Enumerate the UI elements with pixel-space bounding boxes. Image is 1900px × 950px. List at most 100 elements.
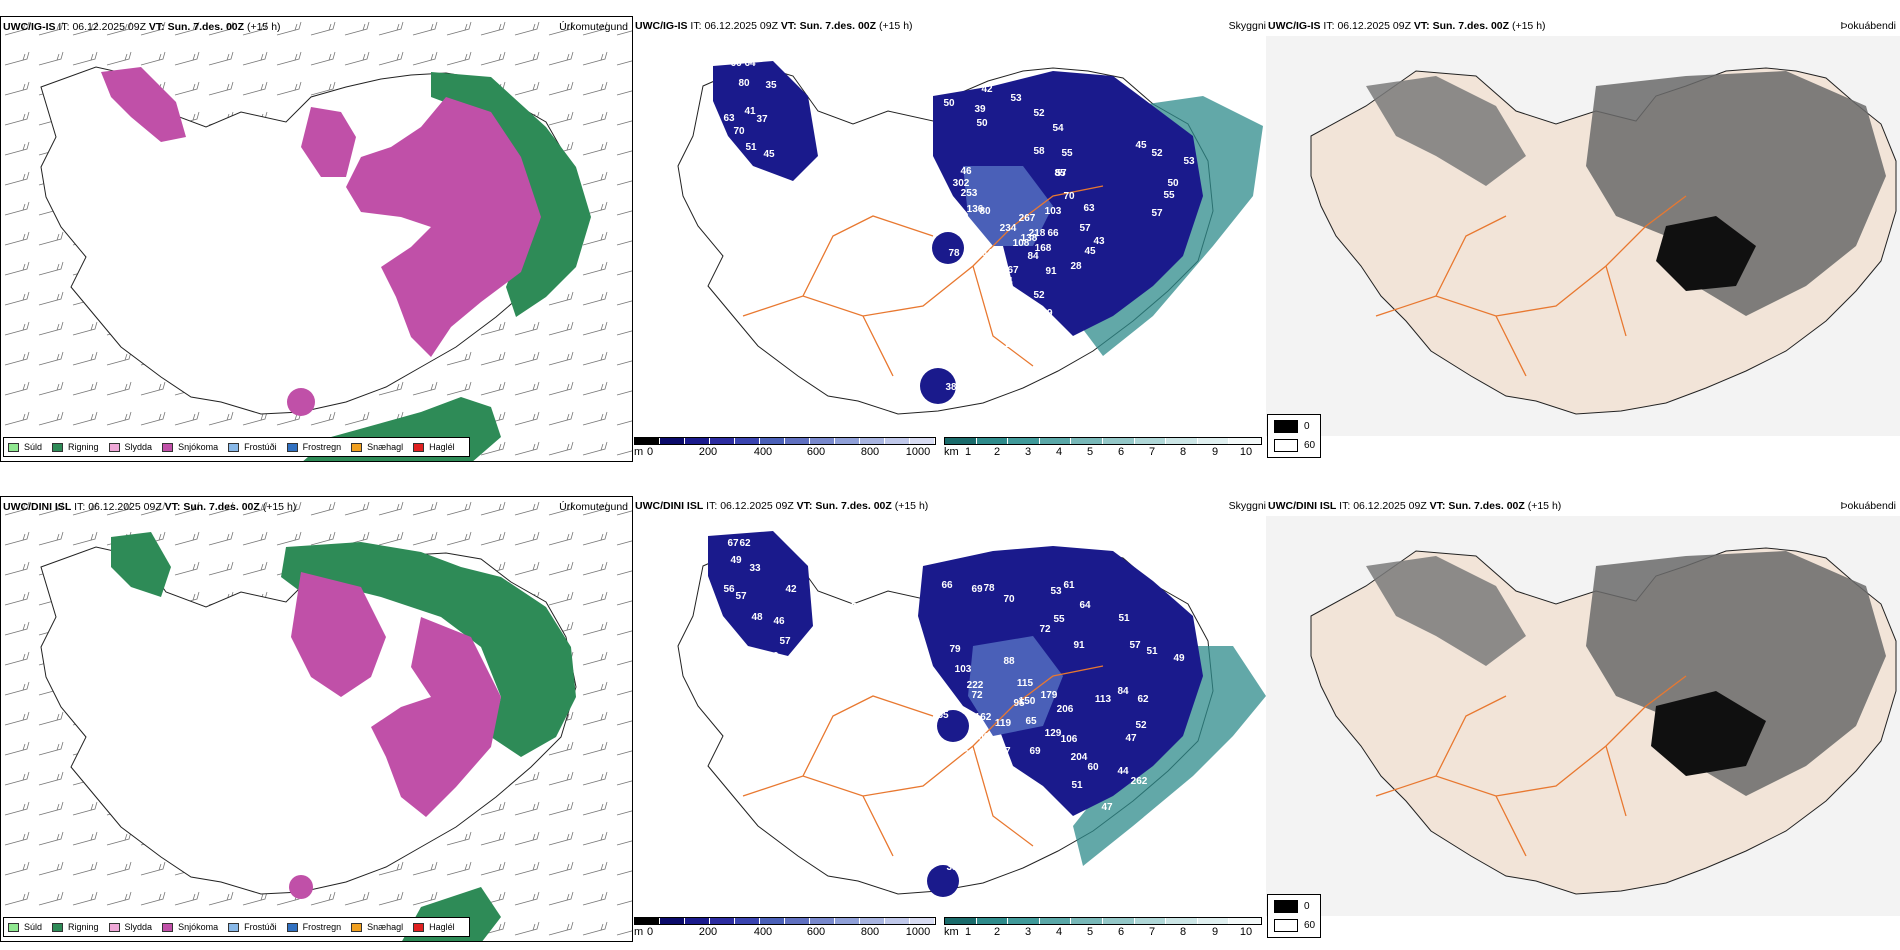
panel-header: UWC/IG-IS IT: 06.12.2025 09Z VT: Sun. 7.… [3,21,281,33]
fog-legend-row1: 0 60 [1267,414,1321,458]
snow-area-north [301,107,356,177]
fog-swatch-dense [1274,900,1298,913]
tick-label: 1000 [905,926,931,938]
it-value: 06.12.2025 09Z [72,21,146,33]
panel-header: UWC/IG-IS IT: 06.12.2025 09Z VT: Sun. 7.… [1268,20,1546,32]
cloud-base-label: 64 [981,248,993,259]
tick-label: 0 [646,926,654,938]
vt-label: VT: [148,21,165,33]
cloud-base-label: 103 [1045,206,1062,217]
cloud-base-label: 69 [1029,746,1041,757]
tick-label: 5 [1086,926,1094,938]
colorbar-ticks: km 1 2 3 4 5 6 7 8 9 10 [944,445,1262,458]
tick-label: 2 [993,446,1001,458]
cloud-base-label: 91 [1073,640,1085,651]
it-label: IT: [58,21,70,33]
tick-label: 4 [1055,446,1063,458]
cloud-base-label: 52 [1033,108,1045,119]
legend-item-snow-pellets: Snæhagl [351,442,403,452]
tick-label: 4 [1055,926,1063,938]
tick-label: 10 [1239,926,1253,938]
colorbar-bins [634,917,936,925]
it-label: IT: [1339,500,1351,512]
cloud-base-panel-row2: 67 62 49 33 42 56 57 48 46 57 60 95 66 69 78 70 53 61 64 55… [633,496,1266,942]
cloud-base-label: 57 [1079,223,1091,234]
rain-area-northwest [111,532,171,597]
cloud-base-area-mid [963,166,1053,246]
tick-label: 8 [1179,446,1187,458]
panel-header: UWC/DINI ISL IT: 06.12.2025 09Z VT: Sun.… [3,501,296,513]
cloud-base-label: 65 [1025,716,1037,727]
fog-field-west [1366,76,1526,186]
tick-label: 200 [698,926,718,938]
tick-label: 400 [753,446,773,458]
colorbar-unit: m [634,926,644,938]
fog-legend-label: 0 [1304,421,1310,432]
cloud-base-label: 74 [1001,276,1013,287]
fog-index-panel-row1: UWC/IG-IS IT: 06.12.2025 09Z VT: Sun. 7.… [1266,16,1900,462]
cloud-base-label: 45 [1135,140,1147,151]
colorbar-bins [944,917,1262,925]
cloud-base-label: 47 [1101,802,1113,813]
lead-time: (+15 h) [246,21,281,33]
tick-label: 7 [1148,926,1156,938]
panel-header: UWC/DINI ISL IT: 06.12.2025 09Z VT: Sun.… [1268,500,1561,512]
cloud-base-label: 60 [1087,762,1099,773]
cloud-base-label: 168 [1035,243,1052,254]
panel-header: UWC/IG-IS IT: 06.12.2025 09Z VT: Sun. 7.… [635,20,913,32]
cloud-base-label: 60 [767,651,779,662]
fog-field-east [1586,551,1886,796]
it-value: 06.12.2025 09Z [1337,20,1411,32]
legend-item-snow: Snjókoma [162,442,218,452]
cloud-base-label: 45 [763,149,775,160]
cloud-base-label: 57 [1055,168,1067,179]
legend-item-snow-pellets: Snæhagl [351,922,403,932]
fog-legend-row2: 0 60 [1267,894,1321,938]
fog-field-west [1366,556,1526,666]
cloud-base-label: 65 [955,367,967,378]
cloud-base-label: 70 [953,845,965,856]
tick-label: 9 [1211,926,1219,938]
cloud-base-label: 52 [1151,148,1163,159]
cloud-base-label: 95 [845,602,857,613]
legend-item-freezing-rain: Frostregn [286,442,341,452]
tick-label: 400 [753,926,773,938]
cloud-base-label: 179 [1041,690,1058,701]
panel-title: Þokuábendi [1840,20,1896,32]
tick-label: 2 [993,926,1001,938]
panel-title: Skyggni [1228,20,1266,32]
visibility-colorbar-row2: km 1 2 3 4 5 6 7 8 9 10 [944,917,1262,938]
panel-title: Úrkomutegund [559,501,628,513]
vt-value: Sun. 7.des. 00Z [183,501,260,513]
legend-item-sleet: Slydda [108,442,152,452]
tick-label: 6 [1117,446,1125,458]
cloud-base-label: 57 [779,636,791,647]
panel-header: UWC/DINI ISL IT: 06.12.2025 09Z VT: Sun.… [635,500,928,512]
it-label: IT: [706,500,718,512]
fog-field-dense [1656,216,1756,291]
cloud-base-label: 61 [1063,580,1075,591]
cloud-base-label: 103 [955,664,972,675]
tick-label: 9 [1211,446,1219,458]
cloud-base-label: 51 [745,142,757,153]
cloud-base-label: 55 [1061,148,1073,159]
model-name: UWC/IG-IS [3,21,56,33]
it-label: IT: [1323,20,1335,32]
legend-item-rain: Rigning [52,442,99,452]
cloud-base-label: 95 [1013,698,1025,709]
cloud-base-label: 53 [1050,586,1062,597]
vt-label: VT: [780,20,797,32]
cloud-base-label: 72 [971,690,983,701]
it-label: IT: [74,501,86,513]
cloud-base-label: 41 [744,106,756,117]
snow-patch-south [289,875,313,899]
model-name: UWC/DINI ISL [1268,500,1337,512]
cloud-base-label: 262 [1131,776,1148,787]
legend-item-hail: Haglél [413,442,455,452]
cloud-base-label: 45 [1084,246,1096,257]
vt-value: Sun. 7.des. 00Z [815,500,892,512]
legend-item-freezing-drizzle: Frostúði [228,442,277,452]
cloud-base-label: 52 [1033,290,1045,301]
cloud-base-label: 49 [730,555,742,566]
